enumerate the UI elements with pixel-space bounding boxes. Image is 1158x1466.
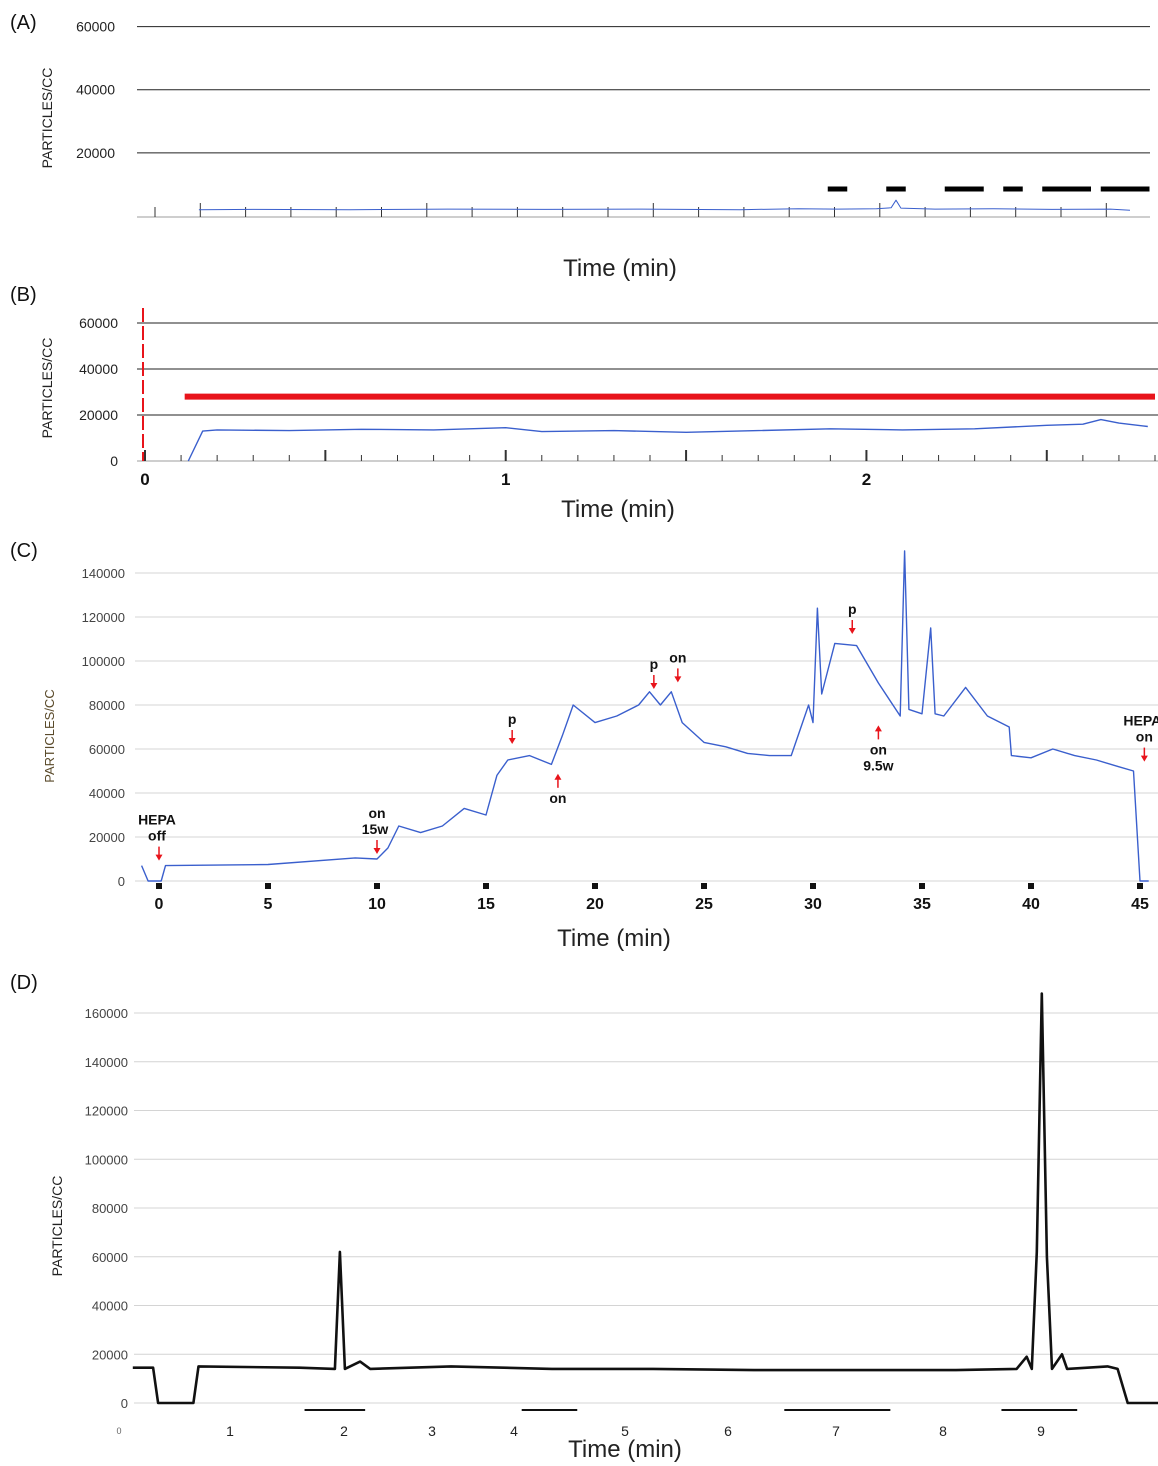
- y-tick-label: 140000: [85, 1055, 128, 1070]
- x-tick-marker: [156, 883, 162, 889]
- x-axis-label: Time (min): [568, 1436, 682, 1463]
- y-tick-label: 20000: [76, 145, 115, 161]
- series-line: [198, 199, 1131, 211]
- x-tick-label: 45: [1131, 896, 1149, 913]
- x-tick-marker: [374, 883, 380, 889]
- annotation-text: off: [148, 828, 166, 844]
- y-tick-label: 40000: [79, 361, 118, 377]
- annotation-arrowhead: [554, 773, 562, 780]
- panel-b-label: (B): [10, 284, 37, 306]
- y-axis-label: PARTICLES/CC: [39, 68, 55, 169]
- x-tick-label: 2: [862, 470, 871, 489]
- annotation-arrowhead: [650, 683, 658, 689]
- annotation-text: p: [508, 711, 517, 727]
- y-tick-label: 120000: [82, 610, 125, 625]
- x-tick-marker: [483, 883, 489, 889]
- y-tick-label: 60000: [76, 19, 115, 35]
- panel-c-label: (C): [10, 540, 38, 562]
- x-tick-label: 1: [226, 1423, 234, 1439]
- x-tick-marker: [919, 883, 925, 889]
- y-tick-label: 0: [118, 874, 125, 889]
- annotation-arrowhead: [848, 628, 856, 634]
- x-tick-label: 0: [140, 470, 149, 489]
- y-tick-label: 60000: [79, 315, 118, 331]
- y-tick-label: 140000: [82, 566, 125, 581]
- series-line: [140, 550, 1149, 882]
- y-tick-label: 0: [110, 453, 118, 469]
- y-tick-label: 120000: [85, 1104, 128, 1119]
- y-tick-label: 100000: [82, 654, 125, 669]
- annotation-text: on: [1136, 729, 1153, 745]
- x-tick-marker: [1137, 883, 1143, 889]
- x-tick-label: 35: [913, 896, 931, 913]
- y-tick-label: 80000: [92, 1201, 128, 1216]
- x-tick-marker: [265, 883, 271, 889]
- x-tick-marker: [701, 883, 707, 889]
- x-tick-label: 10: [368, 896, 386, 913]
- chart-panel-a: 20000 40000 60000 PARTICLES/CC Time (min): [39, 19, 1150, 282]
- panel-d-label: (D): [10, 972, 38, 994]
- y-tick-label: 160000: [85, 1006, 128, 1021]
- y-tick-label: 60000: [92, 1250, 128, 1265]
- annotation-text: p: [848, 601, 857, 617]
- x-origin-mark: 0: [116, 1426, 121, 1436]
- y-tick-label: 60000: [89, 742, 125, 757]
- panel-a-label: (A): [10, 12, 37, 34]
- annotation-arrowhead: [373, 848, 381, 854]
- x-tick-label: 2: [340, 1423, 348, 1439]
- x-axis-label: Time (min): [563, 255, 677, 282]
- y-tick-label: 40000: [92, 1299, 128, 1314]
- annotation-text: on: [368, 805, 385, 821]
- annotation-arrowhead: [1140, 755, 1148, 762]
- y-tick-label: 100000: [85, 1152, 128, 1167]
- chart-panel-c: 0 20000 40000 60000 80000 100000 120000 140000 0…: [42, 550, 1158, 952]
- x-tick-marker: [1028, 883, 1034, 889]
- x-axis-label: Time (min): [561, 496, 675, 523]
- annotation-text: on: [549, 790, 566, 806]
- x-tick-marker: [592, 883, 598, 889]
- x-tick-label: 8: [939, 1423, 947, 1439]
- y-tick-label: 80000: [89, 698, 125, 713]
- x-tick-label: 20: [586, 896, 604, 913]
- y-axis-label: PARTICLES/CC: [49, 1176, 65, 1277]
- chart-panel-d: 0 20000 40000 60000 80000 100000 120000 140000 1…: [49, 992, 1158, 1463]
- x-tick-label: 0: [155, 896, 164, 913]
- annotation-arrowhead: [508, 738, 516, 744]
- y-tick-label: 40000: [89, 786, 125, 801]
- annotation-text: p: [650, 656, 659, 672]
- x-tick-label: 9: [1037, 1423, 1045, 1439]
- x-tick-label: 1: [501, 470, 510, 489]
- x-tick-label: 25: [695, 896, 713, 913]
- x-tick-label: 6: [724, 1423, 732, 1439]
- x-tick-label: 3: [428, 1423, 436, 1439]
- y-tick-label: 0: [121, 1396, 128, 1411]
- y-axis-label: PARTICLES/CC: [42, 689, 57, 782]
- x-tick-label: 15: [477, 896, 495, 913]
- y-tick-label: 20000: [79, 407, 118, 423]
- annotation-text: 15w: [362, 821, 389, 837]
- y-tick-label: 40000: [76, 82, 115, 98]
- x-tick-label: 30: [804, 896, 822, 913]
- y-tick-label: 20000: [89, 830, 125, 845]
- x-tick-label: 5: [264, 896, 273, 913]
- annotation-text: on: [669, 649, 686, 665]
- annotation-arrowhead: [674, 676, 682, 683]
- annotation-arrowhead: [874, 725, 882, 732]
- x-tick-label: 4: [510, 1423, 518, 1439]
- annotation-arrowhead: [155, 854, 163, 861]
- annotation-text: HEPA: [138, 812, 176, 828]
- y-tick-label: 20000: [92, 1347, 128, 1362]
- annotation-text: 9.5w: [863, 757, 893, 773]
- x-tick-label: 5: [621, 1423, 629, 1439]
- x-tick-marker: [810, 883, 816, 889]
- series-line: [132, 992, 1158, 1405]
- annotation-text: HEPA: [1123, 713, 1158, 729]
- x-axis-label: Time (min): [557, 925, 671, 952]
- x-tick-label: 7: [832, 1423, 840, 1439]
- chart-panel-b: 0 20000 40000 60000 0 1 2 PARTICLES/CC Time (min…: [39, 308, 1158, 523]
- series-line: [187, 418, 1148, 462]
- annotation-text: on: [870, 741, 887, 757]
- y-axis-label: PARTICLES/CC: [39, 338, 55, 439]
- x-tick-label: 40: [1022, 896, 1040, 913]
